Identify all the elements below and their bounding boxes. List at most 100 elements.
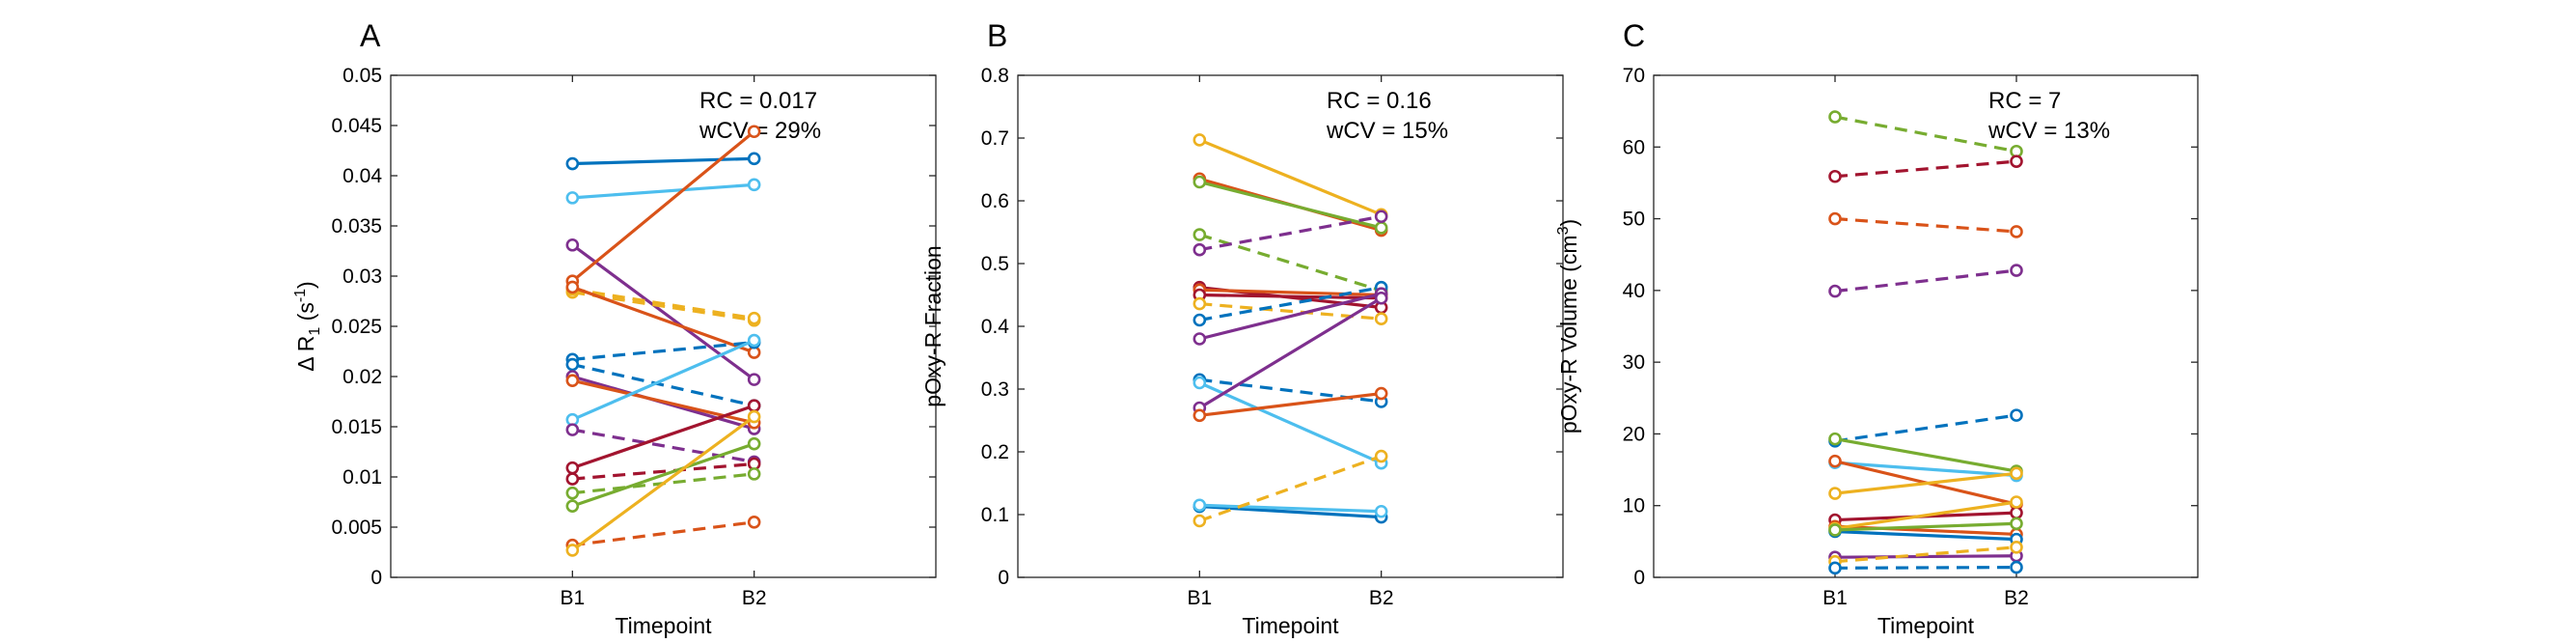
panel-c: 0 10 20 30 40 50 60 70 B1 B2 Timepoint pOxy-R Volum… [1555, 18, 2199, 638]
data-point-b1 [565, 156, 580, 171]
panel-label: A [360, 18, 381, 53]
series-14 [1828, 517, 2023, 537]
y-axis-label-post: ) [293, 281, 318, 289]
y-tick-label: 0.1 [981, 504, 1009, 526]
y-tick-label: 0.015 [331, 416, 382, 438]
y-tick-label: 0 [370, 567, 382, 589]
series-line [572, 428, 754, 463]
data-point-b2 [1374, 449, 1388, 463]
y-tick-label: 0.4 [981, 316, 1010, 338]
y-axis-label-sup: 3 [1555, 226, 1572, 235]
series-line [1199, 214, 1382, 252]
data-point-b1 [1192, 228, 1207, 241]
series-line [572, 520, 754, 547]
y-tick-label: 0.05 [343, 65, 382, 87]
x-axis-label: Timepoint [1877, 613, 1975, 638]
series-line [1199, 504, 1382, 519]
x-axis-label: Timepoint [615, 613, 712, 638]
panel-b: 0 0.1 0.2 0.3 0.4 0.5 0.6 0.7 0.8 B1 B2 Timepoint pO… [920, 18, 1564, 638]
series-line [1199, 503, 1382, 514]
data-point-b1 [565, 191, 580, 205]
y-axis-label: pOxy-R Volume (cm3) [1555, 219, 1581, 433]
data-point-b1 [565, 544, 580, 557]
data-point-b2 [1374, 504, 1388, 518]
y-tick-label: 0.04 [343, 165, 382, 187]
data-point-b1 [1192, 175, 1207, 189]
series-line [1199, 293, 1382, 300]
data-point-b1 [565, 357, 580, 372]
data-point-b1 [1828, 110, 1842, 124]
series-line [1198, 180, 1383, 230]
x-axis-label: Timepoint [1242, 613, 1339, 638]
y-tick-label: 60 [1623, 136, 1645, 158]
data-point-b1 [1828, 284, 1842, 298]
data-point-b2 [2010, 517, 2023, 531]
y-tick-label: 40 [1623, 280, 1645, 302]
y-tick-label: 10 [1623, 495, 1645, 517]
y-tick-label: 50 [1623, 209, 1645, 231]
y-tick-label: 0 [1633, 567, 1645, 589]
data-point-b1 [565, 461, 580, 475]
series-5 [1192, 210, 1388, 257]
x-tick-label: B1 [1187, 587, 1212, 609]
y-tick-label: 0 [998, 567, 1009, 589]
y-tick-label: 0.8 [981, 65, 1009, 87]
series-line [571, 130, 755, 283]
series-line [572, 461, 754, 481]
series-15 [1192, 386, 1388, 423]
y-axis-label: Δ R1 (s-1) [292, 281, 323, 371]
data-point-b1 [1192, 408, 1207, 423]
series-line [1834, 461, 2017, 478]
y-axis-label-sup: -1 [292, 289, 309, 302]
data-point-b2 [747, 178, 761, 192]
panel-a: 0 0.005 0.01 0.015 0.02 0.025 0.03 0.035 0.04 0.0… [292, 18, 937, 638]
data-point-b2 [747, 436, 761, 451]
series-line [1834, 565, 2017, 570]
y-tick-label: 0.025 [331, 316, 382, 338]
data-point-b1 [565, 374, 580, 387]
data-point-b2 [747, 373, 761, 386]
series-1 [565, 152, 761, 171]
y-tick-label: 0.6 [981, 190, 1009, 212]
data-point-b1 [1828, 487, 1842, 500]
rc-annotation: RC = 7 [1988, 88, 2061, 114]
series-3 [1192, 175, 1388, 235]
data-point-b2 [747, 311, 761, 325]
series-line [1198, 292, 1383, 341]
series-line [1834, 529, 2017, 542]
data-point-b2 [747, 399, 761, 412]
series-14 [1192, 291, 1388, 415]
series-line [1199, 391, 1382, 417]
data-point-b2 [1374, 221, 1388, 235]
data-point-b2 [747, 467, 761, 481]
x-tick-label: B2 [1369, 587, 1394, 609]
y-tick-label: 0.02 [343, 366, 382, 388]
y-axis-label-pre: Δ R [293, 336, 318, 372]
y-axis-label-mid: (s [293, 302, 318, 327]
y-tick-label: 0.005 [331, 517, 382, 539]
series-1 [1828, 110, 2023, 158]
data-point-b2 [747, 515, 761, 529]
series-line [1834, 500, 2017, 531]
series-3 [1828, 211, 2023, 238]
data-point-b1 [1828, 432, 1842, 446]
y-tick-label: 70 [1623, 65, 1645, 87]
series-line [572, 156, 754, 166]
data-point-b1 [565, 238, 580, 252]
panel-label: C [1623, 18, 1645, 53]
data-point-b2 [2010, 560, 2023, 574]
data-point-b2 [1374, 291, 1388, 305]
series-line [1198, 455, 1383, 523]
data-point-b1 [1828, 523, 1842, 537]
series-line [1198, 381, 1383, 465]
series-line [1198, 296, 1383, 409]
series-line [572, 287, 754, 321]
x-tick-label: B1 [560, 587, 585, 609]
series-3 [565, 238, 761, 386]
series-line [1834, 545, 2017, 564]
series-line [1834, 413, 2017, 443]
data-point-b2 [747, 333, 761, 348]
series-2 [565, 178, 761, 205]
series-9 [1828, 466, 2023, 500]
